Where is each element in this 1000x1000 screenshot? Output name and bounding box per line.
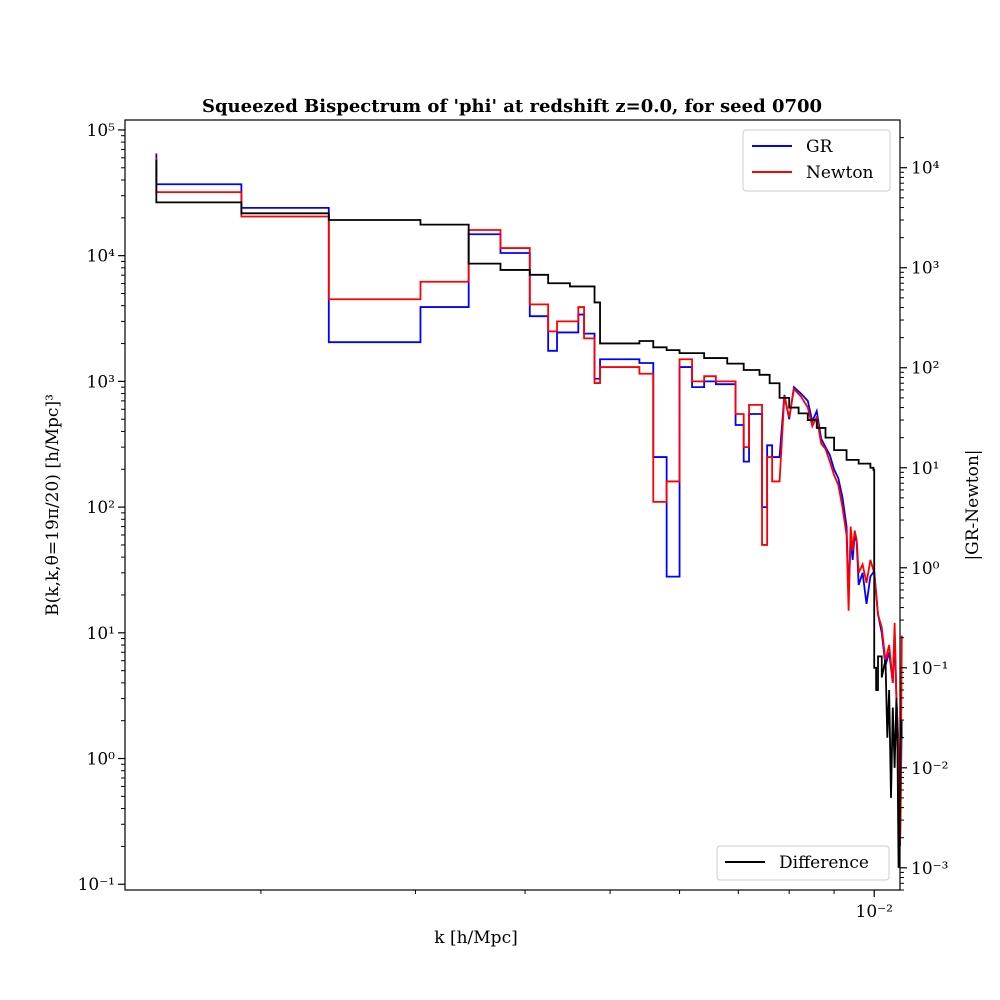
- chart-title: Squeezed Bispectrum of 'phi' at redshift…: [202, 96, 822, 117]
- y-right-tick-label: 10⁴: [911, 159, 940, 179]
- y-right-tick-label: 10⁻³: [911, 859, 948, 879]
- plot-frame: [124, 119, 901, 891]
- y-left-tick-label: 10⁰: [87, 750, 116, 770]
- y-left-tick-label: 10¹: [87, 624, 115, 644]
- legend-upper: GR Newton: [742, 129, 891, 192]
- series-gr-line: [155, 153, 903, 847]
- left-axis: 10⁻¹ 10⁰ 10¹ 10² 10³ 10⁴ 10⁵: [78, 121, 125, 895]
- y-right-tick-label: 10⁰: [911, 559, 940, 579]
- legend-lower: Difference: [716, 845, 890, 881]
- y-left-axis-label: B(k,k,θ=19π/20) [h/Mpc]³: [43, 394, 63, 616]
- legend-difference-label: Difference: [779, 853, 869, 873]
- legend-newton-label: Newton: [806, 163, 874, 183]
- y-left-tick-label: 10⁵: [87, 121, 116, 141]
- y-right-tick-label: 10³: [911, 259, 939, 279]
- y-left-tick-label: 10³: [87, 372, 115, 392]
- series-newton-line: [155, 157, 903, 847]
- y-right-tick-label: 10²: [911, 359, 939, 379]
- legend-lower-box: [716, 845, 890, 881]
- series-difference-line: [155, 159, 903, 868]
- y-left-tick-label: 10⁻¹: [78, 875, 115, 895]
- y-right-tick-label: 10¹: [911, 459, 939, 479]
- y-right-tick-label: 10⁻¹: [911, 659, 948, 679]
- x-axis: 10⁻²: [260, 890, 893, 922]
- y-left-tick-label: 10²: [87, 498, 115, 518]
- y-right-tick-label: 10⁻²: [911, 759, 948, 779]
- y-right-axis-label: |GR-Newton|: [963, 449, 983, 560]
- y-left-tick-label: 10⁴: [87, 247, 116, 267]
- x-axis-label: k [h/Mpc]: [434, 928, 517, 948]
- x-tick-label: 10⁻²: [856, 902, 893, 922]
- legend-gr-label: GR: [806, 137, 834, 157]
- series-layer: [155, 153, 903, 868]
- right-axis: 10⁻³ 10⁻² 10⁻¹ 10⁰ 10¹ 10² 10³ 10⁴: [900, 137, 948, 891]
